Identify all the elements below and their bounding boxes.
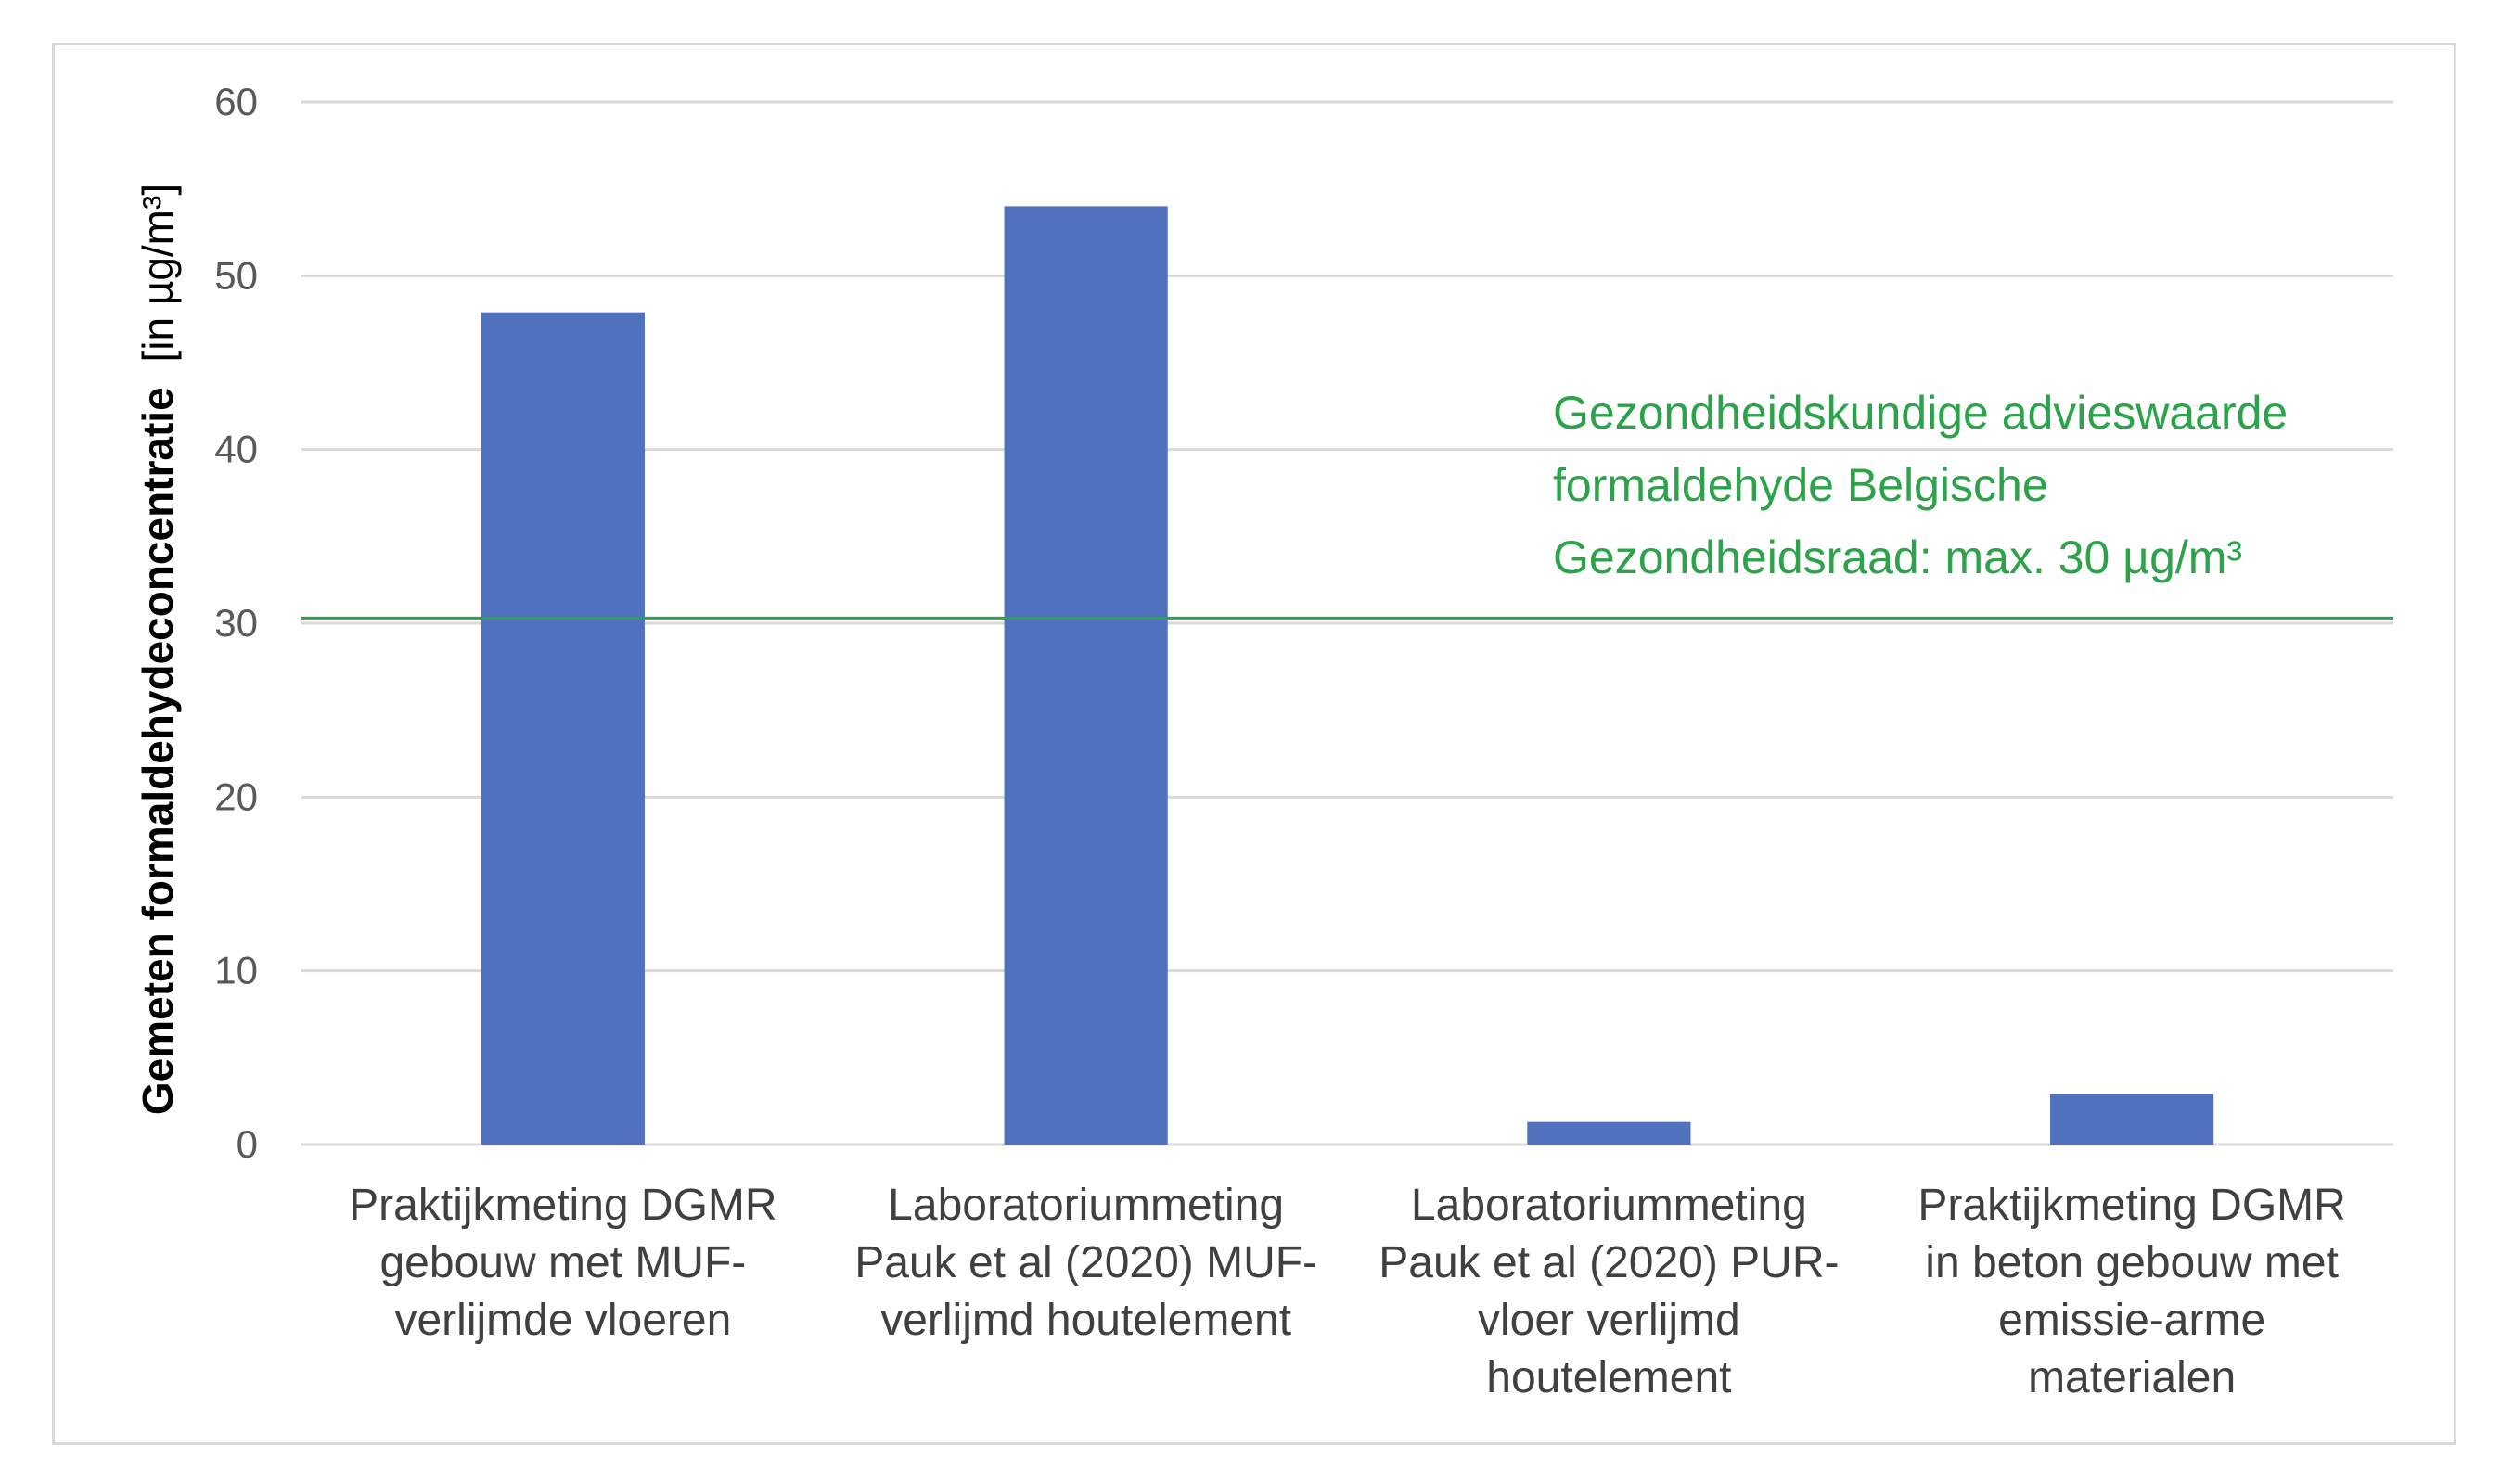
- category-label-line: Praktijkmeting DGMR: [1917, 1181, 2345, 1230]
- category-label: Praktijkmeting DGMR in beton gebouw met em…: [1917, 1181, 2345, 1402]
- bars: [481, 206, 2214, 1145]
- y-axis-label: Gemeten formaldehydeconcentratie [in µg/…: [134, 184, 182, 1115]
- category-label-line: verlijmde vloeren: [394, 1296, 731, 1345]
- reference-line-group: Gezondheidskundige advieswaarde formaldeh…: [301, 387, 2393, 620]
- category-label-line: Laboratoriummeting: [1411, 1181, 1807, 1230]
- bar: [2050, 1094, 2214, 1145]
- category-label-line: Pauk et al (2020) PUR-: [1379, 1238, 1839, 1287]
- reference-line-label: Gezondheidskundige advieswaarde formaldeh…: [1553, 387, 2288, 583]
- y-axis-label-unit: [in µg/m³]: [134, 184, 182, 363]
- y-tick-label: 10: [214, 949, 258, 992]
- category-label: Praktijkmeting DGMR gebouw met MUF-verlij…: [349, 1181, 776, 1345]
- category-label-line: houtelement: [1486, 1353, 1731, 1402]
- reference-line-label-line: Gezondheidsraad: max. 30 µg/m³: [1553, 531, 2242, 583]
- bar: [481, 312, 645, 1145]
- bar: [1527, 1121, 1691, 1145]
- category-label-line: materialen: [2028, 1353, 2236, 1402]
- y-tick-label: 20: [214, 774, 258, 818]
- category-label-line: in beton gebouw met: [1925, 1238, 2339, 1287]
- y-tick-label: 30: [214, 601, 258, 645]
- x-axis-categories: Praktijkmeting DGMR gebouw met MUF-verlij…: [349, 1181, 2346, 1402]
- category-label: Laboratoriummeting Pauk et al (2020) MUF-…: [854, 1181, 1317, 1345]
- bar: [1004, 206, 1168, 1145]
- category-label: Laboratoriummeting Pauk et al (2020) PUR-…: [1379, 1181, 1839, 1402]
- y-tick-label: 60: [214, 80, 258, 123]
- category-label-line: vloer verlijmd: [1478, 1296, 1740, 1345]
- y-axis-ticks: 0 10 20 30 40 50 60: [214, 80, 258, 1166]
- category-label-line: gebouw met MUF-: [379, 1238, 746, 1287]
- category-label-line: Laboratoriummeting: [888, 1181, 1284, 1230]
- y-tick-label: 50: [214, 253, 258, 297]
- category-label-line: Pauk et al (2020) MUF-: [854, 1238, 1317, 1287]
- y-tick-label: 40: [214, 428, 258, 471]
- y-axis-label-bold: Gemeten formaldehydeconcentratie: [134, 387, 182, 1115]
- category-label-line: Praktijkmeting DGMR: [349, 1181, 776, 1230]
- reference-line-label-line: formaldehyde Belgische: [1553, 459, 2048, 511]
- category-label-line: verlijmd houtelement: [880, 1296, 1291, 1345]
- y-tick-label: 0: [237, 1122, 258, 1166]
- category-label-line: emissie-arme: [1998, 1296, 2265, 1345]
- gridlines: [301, 100, 2393, 1146]
- reference-line-label-line: Gezondheidskundige advieswaarde: [1553, 387, 2288, 439]
